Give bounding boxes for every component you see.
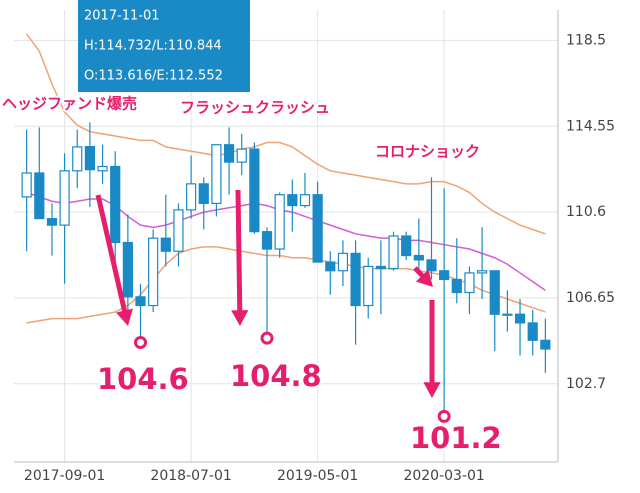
candle-body — [160, 237, 171, 252]
band-line — [26, 33, 546, 235]
annotation-arrowhead — [415, 269, 433, 287]
candle-body — [110, 165, 121, 244]
candle-body — [72, 146, 83, 172]
candle-body — [337, 252, 349, 272]
tooltip-box — [78, 0, 250, 92]
candle-body — [148, 237, 159, 307]
annotation-arrow — [95, 194, 128, 315]
candle-body — [325, 261, 336, 272]
candle-body — [287, 194, 298, 207]
tooltip-open-end: O:113.616/E:112.552 — [84, 69, 223, 84]
candle-body — [299, 194, 311, 207]
x-tick-label: 2019-05-01 — [277, 468, 358, 484]
candle-body — [514, 313, 526, 324]
tooltip: 2017-11-01 H:114.732/L:110.844 O:113.616… — [78, 0, 250, 92]
candle-body — [34, 172, 45, 220]
candle-body — [223, 144, 235, 163]
candle-body — [122, 241, 133, 298]
candle-body — [211, 144, 222, 205]
candle-body — [426, 259, 437, 272]
annotation-value: 104.6 — [97, 362, 189, 396]
y-tick-label: 118.5 — [566, 32, 606, 48]
candle-body — [502, 313, 513, 316]
candle-body — [186, 183, 197, 211]
candle-body — [236, 148, 247, 163]
candle-body — [451, 278, 462, 294]
annotation-value: 101.2 — [410, 421, 502, 455]
candle-body — [97, 165, 108, 172]
candle-body — [540, 339, 551, 350]
y-tick-label: 102.7 — [566, 376, 606, 392]
annotation-label: フラッシュクラッシュ — [180, 99, 330, 117]
candle-body — [476, 270, 488, 274]
candle-body — [274, 194, 285, 250]
candle-body — [350, 252, 361, 307]
annotation-marker — [437, 409, 451, 423]
annotation-arrowhead — [116, 308, 133, 326]
tooltip-date: 2017-11-01 — [84, 9, 160, 24]
annotations: ヘッジファンド爆売 104.6 フラッシュクラッシュ 104.8 コロナショック 101.… — [0, 93, 504, 458]
candle-body — [439, 270, 450, 281]
candle-body — [527, 322, 538, 341]
x-tick-label: 2018-07-01 — [150, 468, 231, 484]
y-tick-label: 114.55 — [566, 118, 615, 134]
candle-body — [312, 194, 323, 263]
candles — [21, 122, 551, 417]
candle-body — [413, 254, 424, 261]
candle-body — [59, 170, 70, 226]
annotation-arrowhead — [231, 310, 249, 326]
candle-body — [375, 265, 386, 270]
candle-body — [135, 296, 146, 307]
candle-body — [363, 265, 374, 307]
annotation-arrowhead — [423, 382, 441, 398]
candle-body — [388, 235, 399, 270]
candle-body — [249, 148, 260, 233]
candle-body — [401, 235, 412, 257]
x-tick-label: 2020-03-01 — [403, 468, 484, 484]
candle-body — [464, 272, 475, 294]
annotation-label: コロナショック — [375, 143, 480, 161]
candle-body — [489, 270, 500, 315]
tooltip-high-low: H:114.732/L:110.844 — [84, 39, 222, 54]
candle-body — [198, 183, 209, 205]
candle-body — [173, 209, 184, 252]
annotation-label: ヘッジファンド爆売 — [2, 95, 137, 113]
y-tick-label: 110.6 — [566, 204, 606, 220]
annotation-marker — [260, 331, 274, 345]
candle-body — [84, 145, 96, 171]
annotation-marker — [134, 335, 148, 349]
x-tick-label: 2017-09-01 — [24, 468, 105, 484]
candle-body — [21, 172, 32, 198]
candle-body — [261, 231, 273, 250]
candle-body — [46, 218, 58, 226]
annotation-value: 104.8 — [230, 359, 322, 393]
annotation-arrow — [235, 189, 243, 315]
y-tick-label: 106.65 — [566, 290, 615, 306]
